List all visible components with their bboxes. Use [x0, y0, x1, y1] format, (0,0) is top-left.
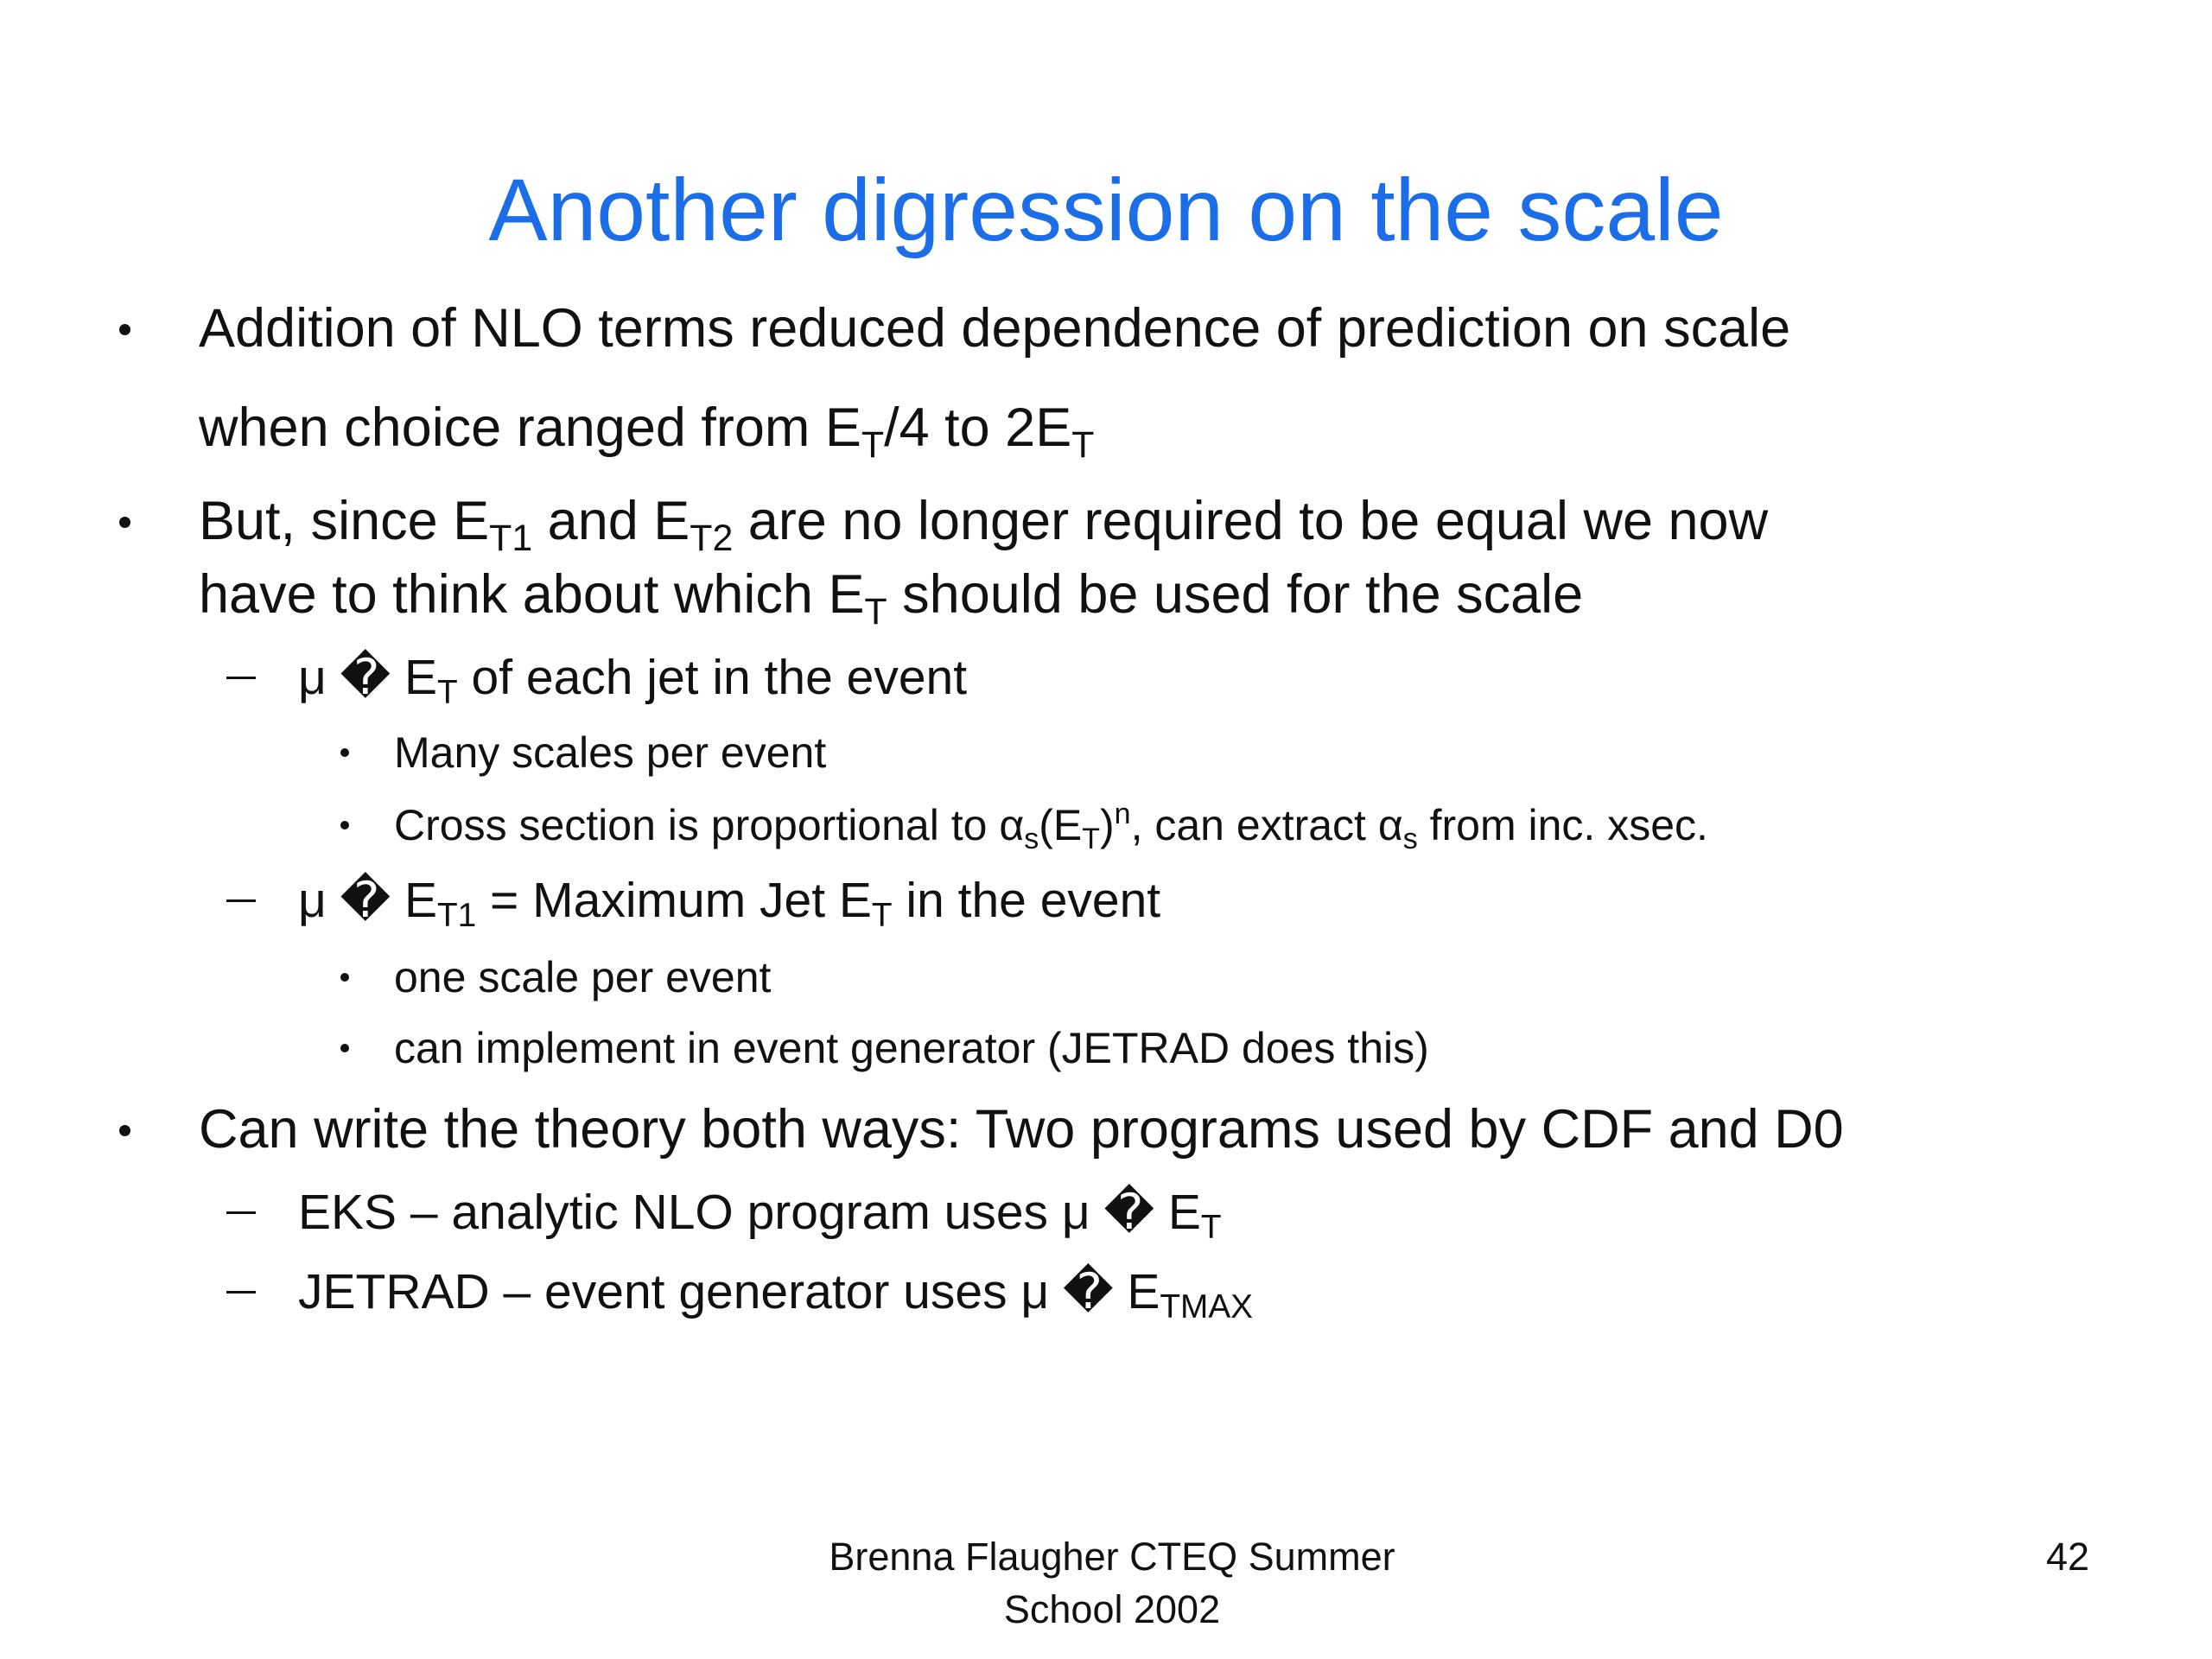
- text-line: Cross section is proportional to αs(ET)n…: [394, 798, 1708, 856]
- bullet-dot: [340, 1044, 349, 1052]
- footer-line: School 2002: [1003, 1587, 1221, 1631]
- text-run: one scale per event: [394, 953, 772, 1001]
- subscript: TMAX: [1160, 1288, 1254, 1326]
- text-line: one scale per event: [394, 951, 771, 1003]
- slide-title: Another digression on the scale: [488, 161, 1724, 259]
- text-run: Addition of NLO terms reduced dependence…: [199, 298, 1791, 359]
- subscript: T2: [690, 518, 734, 560]
- text-line: have to think about which ET should be u…: [199, 563, 1583, 634]
- bullet-dash: [226, 1291, 256, 1294]
- text-run: have to think about which E: [199, 564, 865, 626]
- text-line: But, since ET1 and ET2 are no longer req…: [199, 489, 1768, 561]
- text-run: Can write the theory both ways: Two prog…: [199, 1099, 1844, 1160]
- text-run: are no longer required to be equal we no…: [733, 491, 1769, 552]
- text-run: should be used for the scale: [887, 564, 1584, 626]
- text-line: μ � ET of each jet in the event: [298, 648, 967, 713]
- text-run: of each jet in the event: [457, 649, 968, 705]
- text-run: JETRAD – event generator uses μ � E: [298, 1263, 1160, 1319]
- text-run: = Maximum Jet E: [476, 872, 872, 928]
- text-run: ): [1100, 801, 1115, 849]
- subscript: T: [1082, 823, 1101, 856]
- text-run: /4 to 2E: [884, 397, 1072, 459]
- text-line: Addition of NLO terms reduced dependence…: [199, 296, 1790, 362]
- text-run: in the event: [892, 872, 1161, 928]
- bullet-dash: [226, 899, 256, 902]
- footer-line: Brenna Flaugher CTEQ Summer: [829, 1535, 1395, 1579]
- text-line: Many scales per event: [394, 727, 826, 779]
- subscript: s: [1024, 823, 1039, 856]
- text-run: and E: [532, 491, 690, 552]
- subscript: s: [1402, 823, 1418, 856]
- text-run: Many scales per event: [394, 728, 827, 777]
- text-line: JETRAD – event generator uses μ � ETMAX: [298, 1262, 1253, 1327]
- subscript: T: [1071, 424, 1095, 467]
- text-run: μ � E: [298, 649, 437, 705]
- subscript: T: [436, 674, 458, 712]
- text-run: from inc. xsec.: [1417, 801, 1708, 849]
- bullet-dash: [226, 1211, 256, 1214]
- bullet-dot: [340, 973, 349, 982]
- page-number: 42: [2045, 1535, 2089, 1579]
- bullet-dot: [340, 748, 349, 757]
- subscript: T: [1200, 1209, 1222, 1247]
- text-line: can implement in event generator (JETRAD…: [394, 1022, 1429, 1074]
- text-run: can implement in event generator (JETRAD…: [394, 1024, 1429, 1072]
- bullet-dot: [119, 1124, 130, 1136]
- subscript: T: [861, 424, 885, 467]
- text-run: μ � E: [298, 872, 437, 928]
- bullet-dot: [119, 323, 130, 335]
- bullet-dot: [119, 516, 130, 528]
- subscript: T: [864, 591, 887, 633]
- subscript: T: [871, 897, 893, 935]
- text-line: EKS – analytic NLO program uses μ � ET: [298, 1183, 1222, 1248]
- text-line: when choice ranged from ET/4 to 2ET: [199, 396, 1094, 467]
- text-run: Cross section is proportional to α: [394, 801, 1025, 849]
- text-run: But, since E: [199, 491, 490, 552]
- subscript: T1: [489, 518, 533, 560]
- text-line: Can write the theory both ways: Two prog…: [199, 1097, 1844, 1163]
- text-run: EKS – analytic NLO program uses μ � E: [298, 1184, 1201, 1240]
- subscript: T1: [436, 897, 477, 935]
- bullet-dash: [226, 677, 256, 679]
- text-run: when choice ranged from E: [199, 397, 861, 459]
- superscript: n: [1114, 798, 1131, 831]
- text-run: , can extract α: [1130, 801, 1403, 849]
- text-line: μ � ET1 = Maximum Jet ET in the event: [298, 871, 1160, 936]
- text-run: (E: [1039, 801, 1083, 849]
- bullet-dot: [340, 821, 349, 830]
